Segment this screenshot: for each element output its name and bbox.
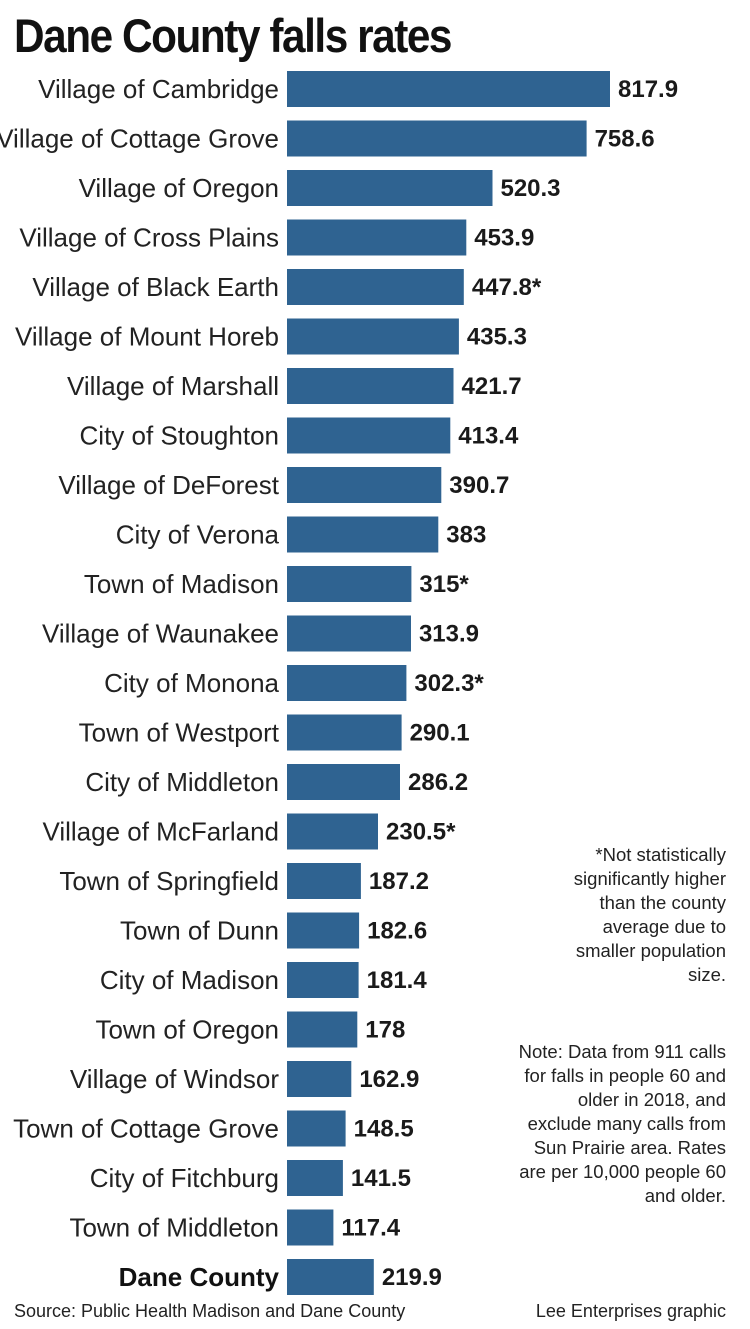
bar-4: [287, 269, 464, 305]
value-label-22: 141.5: [351, 1165, 411, 1192]
value-label-14: 286.2: [408, 769, 468, 796]
bar-18: [287, 962, 359, 998]
bar-7: [287, 417, 451, 454]
value-label-1: 758.6: [595, 126, 655, 153]
value-label-8: 390.7: [449, 472, 509, 499]
chart-title: Dane County falls rates: [14, 9, 452, 62]
category-label-18: City of Madison: [100, 965, 279, 995]
bar-13: [287, 714, 402, 751]
value-label-18: 181.4: [367, 967, 428, 994]
category-label-9: City of Verona: [116, 520, 280, 550]
value-label-16: 187.2: [369, 868, 429, 895]
value-label-0: 817.9: [618, 76, 678, 103]
bar-23: [287, 1209, 334, 1246]
category-label-20: Village of Windsor: [70, 1064, 279, 1094]
bar-0: [287, 71, 610, 107]
category-label-0: Village of Cambridge: [38, 74, 279, 104]
value-label-11: 313.9: [419, 621, 479, 648]
data-note: Note: Data from 911 calls for falls in p…: [518, 1041, 726, 1206]
bar-1: [287, 120, 587, 157]
value-label-24: 219.9: [382, 1264, 442, 1291]
bar-22: [287, 1160, 343, 1196]
bar-20: [287, 1061, 352, 1097]
category-label-3: Village of Cross Plains: [19, 223, 279, 253]
value-label-19: 178: [365, 1017, 405, 1044]
bar-15: [287, 813, 378, 850]
value-label-2: 520.3: [500, 175, 560, 202]
bar-8: [287, 467, 442, 503]
footnote: *Not statistically significantly higher …: [573, 844, 726, 985]
value-label-10: 315*: [419, 571, 469, 598]
value-label-9: 383: [446, 522, 486, 549]
category-label-17: Town of Dunn: [120, 916, 279, 946]
category-label-15: Village of McFarland: [42, 817, 279, 847]
value-label-20: 162.9: [359, 1066, 419, 1093]
value-label-5: 435.3: [467, 324, 527, 351]
value-label-15: 230.5*: [386, 819, 456, 846]
bar-2: [287, 170, 493, 206]
bar-21: [287, 1110, 346, 1147]
category-label-2: Village of Oregon: [79, 173, 279, 203]
value-label-13: 290.1: [410, 720, 470, 747]
category-label-13: Town of Westport: [79, 718, 280, 748]
category-label-11: Village of Waunakee: [42, 619, 279, 649]
category-label-6: Village of Marshall: [67, 371, 279, 401]
bar-3: [287, 219, 467, 256]
category-label-22: City of Fitchburg: [90, 1163, 279, 1193]
bar-10: [287, 566, 412, 602]
bar-17: [287, 912, 360, 949]
category-label-10: Town of Madison: [84, 569, 279, 599]
bar-9: [287, 516, 439, 553]
category-label-19: Town of Oregon: [95, 1015, 279, 1045]
bar-19: [287, 1011, 358, 1048]
category-label-8: Village of DeForest: [58, 470, 279, 500]
value-label-7: 413.4: [458, 423, 519, 450]
category-label-14: City of Middleton: [85, 767, 279, 797]
category-label-24: Dane County: [119, 1262, 280, 1292]
category-label-12: City of Monona: [104, 668, 279, 698]
graphic-credit: Lee Enterprises graphic: [535, 1301, 726, 1321]
value-label-17: 182.6: [367, 918, 427, 945]
value-label-6: 421.7: [462, 373, 522, 400]
category-label-16: Town of Springfield: [59, 866, 279, 896]
bar-5: [287, 318, 459, 355]
bar-14: [287, 764, 400, 800]
value-label-21: 148.5: [354, 1116, 414, 1143]
bar-24: [287, 1259, 374, 1295]
bar-6: [287, 368, 454, 404]
value-label-3: 453.9: [474, 225, 534, 252]
value-label-12: 302.3*: [414, 670, 484, 697]
value-label-23: 117.4: [341, 1215, 400, 1242]
bar-12: [287, 665, 407, 701]
source-credit: Source: Public Health Madison and Dane C…: [14, 1301, 406, 1321]
category-label-5: Village of Mount Horeb: [15, 322, 279, 352]
category-label-4: Village of Black Earth: [32, 272, 279, 302]
category-label-21: Town of Cottage Grove: [13, 1114, 279, 1144]
bar-11: [287, 615, 411, 652]
bar-16: [287, 863, 361, 899]
category-label-1: Village of Cottage Grove: [0, 124, 279, 154]
category-label-7: City of Stoughton: [80, 421, 279, 451]
category-label-23: Town of Middleton: [69, 1213, 279, 1243]
bar-chart: Village of Cambridge 817.9 Village of Cott…: [0, 71, 678, 1295]
value-label-4: 447.8*: [472, 274, 542, 301]
